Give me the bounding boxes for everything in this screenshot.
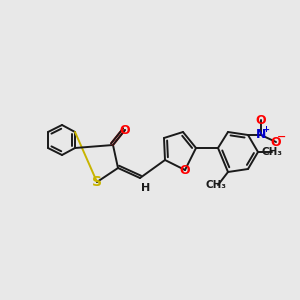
Text: +: + — [262, 125, 269, 134]
Text: CH₃: CH₃ — [206, 180, 226, 190]
Text: O: O — [256, 113, 266, 127]
Text: CH₃: CH₃ — [262, 147, 283, 157]
Text: O: O — [271, 136, 281, 148]
Text: O: O — [180, 164, 190, 176]
Text: O: O — [120, 124, 130, 136]
Text: N: N — [256, 128, 266, 142]
Text: −: − — [277, 132, 287, 142]
Text: S: S — [92, 175, 102, 189]
Text: H: H — [141, 183, 151, 193]
